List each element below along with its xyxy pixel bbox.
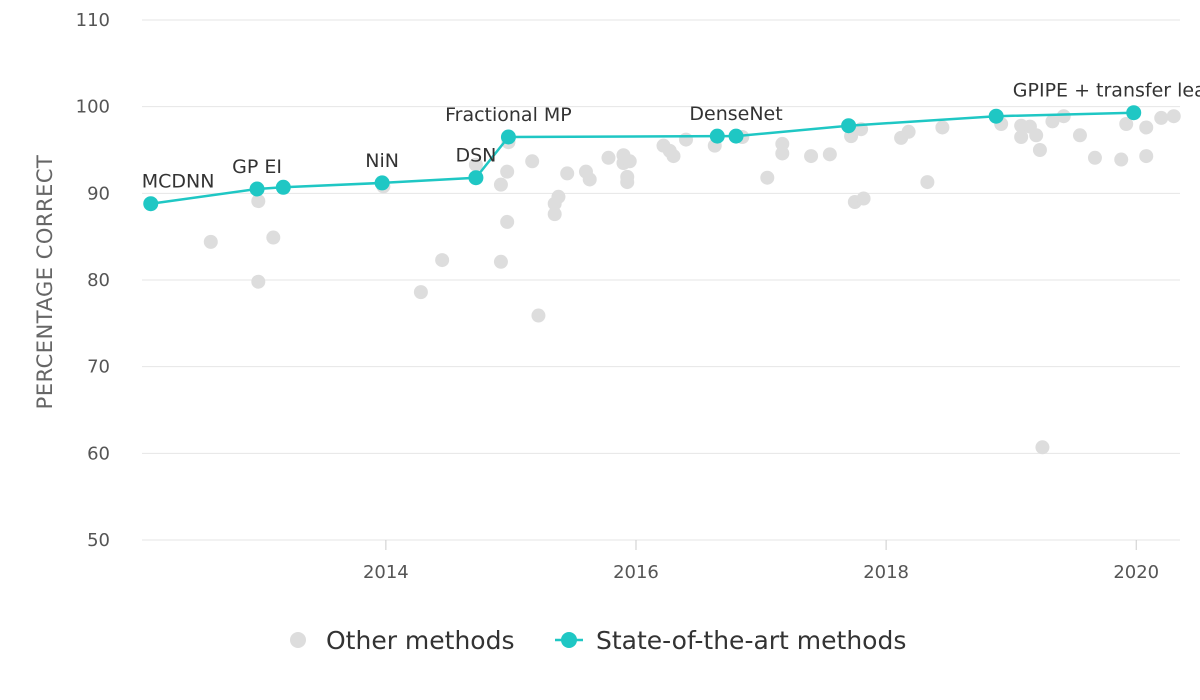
other-method-point[interactable] [531,308,546,323]
other-method-point[interactable] [856,191,871,206]
y-tick-label: 80 [87,270,110,291]
other-method-point[interactable] [525,154,540,169]
other-method-point[interactable] [560,166,575,181]
other-method-point[interactable] [1014,130,1029,144]
annotation-label: Fractional MP [445,104,572,126]
other-method-point[interactable] [582,172,597,187]
other-method-point[interactable] [493,254,508,269]
other-method-point[interactable] [822,147,837,162]
sota-line [150,111,1134,205]
gridlines [142,19,1180,541]
other-method-point[interactable] [1166,109,1181,124]
annotation-label: NiN [365,150,399,172]
other-method-point[interactable] [1087,150,1102,165]
x-tick-label: 2020 [1113,562,1159,583]
sota-point[interactable] [1126,105,1142,121]
other-method-point[interactable] [203,234,218,249]
y-tick-label: 110 [76,10,110,31]
annotation-label: GP EI [232,156,282,178]
other-method-point[interactable] [620,175,635,190]
other-method-point[interactable] [622,154,637,169]
y-tick-label: 90 [87,183,110,204]
annotation-label: MCDNN [142,171,215,193]
other-method-point[interactable] [1045,114,1060,129]
other-method-point[interactable] [920,175,935,190]
sota-point[interactable] [709,128,725,144]
sota-point[interactable] [374,175,390,191]
legend-other-label: Other methods [326,626,515,655]
annotation-label: GPIPE + transfer learning [1013,80,1200,102]
x-axis-ticks: 2014 2016 2018 2020 [363,540,1159,583]
annotation-label: DSN [455,145,496,167]
x-tick-label: 2018 [863,562,909,583]
y-axis-label: PERCENTAGE CORRECT [33,155,57,410]
y-tick-label: 60 [87,443,110,464]
sota-series [143,105,1142,212]
other-method-point[interactable] [666,149,681,164]
annotation-label: DenseNet [689,103,782,125]
other-method-point[interactable] [1029,128,1044,143]
legend-item-other-methods[interactable]: Other methods [290,626,515,655]
other-method-point[interactable] [468,157,483,172]
other-method-point[interactable] [1032,143,1047,157]
other-method-point[interactable] [413,285,428,300]
y-tick-label: 100 [76,97,110,118]
sota-point[interactable] [249,181,265,197]
sota-point[interactable] [500,129,516,145]
other-method-point[interactable] [435,253,450,268]
other-method-point[interactable] [500,164,515,179]
other-method-point[interactable] [775,146,790,161]
sota-point[interactable] [728,128,744,144]
y-axis-ticks: 50 60 70 80 90 100 110 [76,10,110,551]
other-method-point[interactable] [760,170,775,185]
other-method-point[interactable] [266,230,281,245]
other-method-point[interactable] [804,149,819,164]
other-method-point[interactable] [679,132,694,147]
x-tick-label: 2014 [363,562,409,583]
other-method-point[interactable] [1154,110,1169,125]
other-method-point[interactable] [1139,149,1154,164]
other-method-point[interactable] [901,124,916,139]
other-method-point[interactable] [500,214,515,229]
other-method-point[interactable] [1072,128,1087,143]
legend-sota-marker [561,632,577,648]
y-tick-label: 50 [87,530,110,551]
sota-point[interactable] [275,179,291,195]
other-method-point[interactable] [935,120,950,135]
other-method-point[interactable] [1139,120,1154,135]
other-method-point[interactable] [601,150,616,165]
other-method-point[interactable] [547,207,562,222]
legend-other-marker [290,632,306,648]
legend[interactable]: Other methods State-of-the-art methods [290,626,906,655]
other-method-point[interactable] [1035,440,1050,455]
annotations: MCDNN GP EI NiN DSN Fractional MP DenseNet GPI… [142,80,1200,193]
y-tick-label: 70 [87,357,110,378]
other-method-point[interactable] [251,274,266,289]
sota-point[interactable] [988,108,1004,124]
sota-point[interactable] [841,118,857,134]
other-method-point[interactable] [1056,109,1071,124]
other-method-point[interactable] [1119,117,1134,131]
x-tick-label: 2016 [613,562,659,583]
other-method-point[interactable] [251,194,266,209]
other-method-point[interactable] [1114,152,1129,167]
legend-item-sota-methods[interactable]: State-of-the-art methods [555,626,906,655]
legend-sota-label: State-of-the-art methods [596,626,906,655]
sota-point[interactable] [468,170,484,186]
sota-point[interactable] [143,196,159,212]
other-methods-points [203,109,1181,455]
other-method-point[interactable] [551,189,566,204]
other-method-point[interactable] [493,177,508,192]
